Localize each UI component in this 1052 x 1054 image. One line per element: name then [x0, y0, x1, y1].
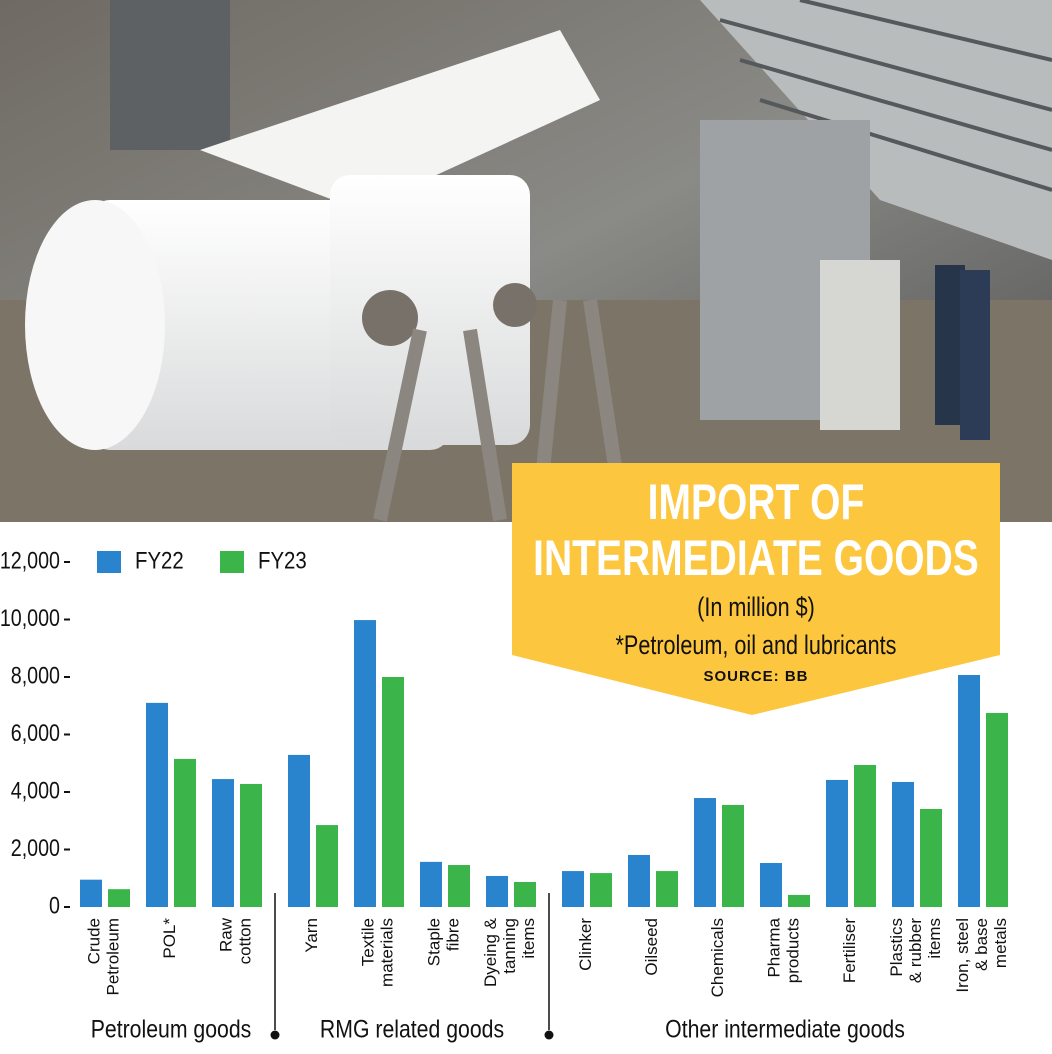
chart-source: SOURCE: BB	[703, 668, 809, 685]
y-tick-label: 0	[49, 891, 60, 918]
bar	[174, 758, 196, 907]
bar	[514, 881, 536, 907]
stand	[373, 298, 627, 522]
group-dot	[544, 1030, 554, 1040]
group-label: Petroleum goods	[91, 1015, 252, 1043]
x-tick-label: Chemicals	[708, 918, 727, 997]
x-tick-label: Plastics& rubberitems	[887, 918, 944, 984]
bar	[590, 873, 612, 907]
tank	[110, 0, 230, 150]
roll-end	[25, 200, 165, 450]
roof	[700, 0, 1052, 260]
y-tick-label: 4,000	[11, 776, 60, 803]
x-tick-label: Oilseed	[642, 918, 661, 976]
bar	[892, 781, 914, 907]
chart-note: *Petroleum, oil and lubricants	[615, 630, 897, 660]
title-box	[512, 463, 1000, 715]
legend-swatch	[220, 551, 244, 573]
bar	[486, 875, 508, 907]
roll-hub	[362, 290, 418, 346]
chart-subtitle: (In million $)	[697, 592, 815, 622]
legend-label: FY22	[135, 547, 184, 574]
bar	[80, 879, 102, 907]
bar	[628, 854, 650, 907]
bar	[920, 808, 942, 907]
bar	[694, 798, 716, 907]
x-tick-label: POL*	[160, 918, 179, 959]
group-label: Other intermediate goods	[665, 1015, 905, 1043]
x-tick-label: Iron, steel& basemetals	[953, 918, 1010, 993]
bar	[146, 702, 168, 907]
x-tick-label: Fertiliser	[840, 918, 859, 984]
bar	[240, 783, 262, 907]
x-tick-label: CrudePetroleum	[85, 918, 123, 995]
sheet	[200, 30, 600, 210]
bar	[788, 894, 810, 907]
bar	[958, 674, 980, 907]
bar	[760, 863, 782, 907]
photo	[0, 0, 1052, 522]
bar	[986, 712, 1008, 907]
y-tick-label: 2,000	[11, 834, 60, 861]
roll-hub	[493, 283, 537, 327]
bar	[212, 779, 234, 907]
bar	[854, 764, 876, 907]
x-tick-label: Textilematerials	[359, 918, 397, 987]
bar	[448, 865, 470, 907]
bar	[382, 677, 404, 907]
x-tick-label: Pharmaproducts	[765, 917, 803, 983]
group-label: RMG related goods	[320, 1015, 504, 1043]
roof-beams	[719, 0, 1052, 192]
x-tick-label: Clinker	[576, 918, 595, 971]
bar	[562, 871, 584, 907]
bar	[722, 804, 744, 907]
chart-title: IMPORT OF INTERMEDIATE GOODS	[533, 474, 979, 586]
legend-swatch	[97, 551, 121, 573]
x-tick-label: Staplefibre	[425, 918, 463, 966]
y-tick-label: 8,000	[11, 661, 60, 688]
person	[960, 270, 990, 440]
x-tick-label: Yarn	[302, 918, 321, 953]
group-dot	[270, 1030, 280, 1040]
x-tick-label: Rawcotton	[217, 917, 255, 964]
y-tick-label: 6,000	[11, 719, 60, 746]
bar	[354, 620, 376, 907]
y-tick-label: 12,000	[0, 546, 60, 573]
bar	[316, 825, 338, 907]
bar	[420, 861, 442, 907]
bar	[288, 754, 310, 907]
y-tick-label: 10,000	[0, 604, 60, 631]
legend-label: FY23	[258, 547, 307, 574]
x-tick-label: Dyeing &tanningitems	[481, 917, 538, 987]
bar	[656, 871, 678, 907]
panel	[820, 260, 900, 430]
bar	[826, 779, 848, 907]
title-box-text: IMPORT OF INTERMEDIATE GOODS (In million…	[512, 474, 1000, 685]
bar	[108, 889, 130, 907]
